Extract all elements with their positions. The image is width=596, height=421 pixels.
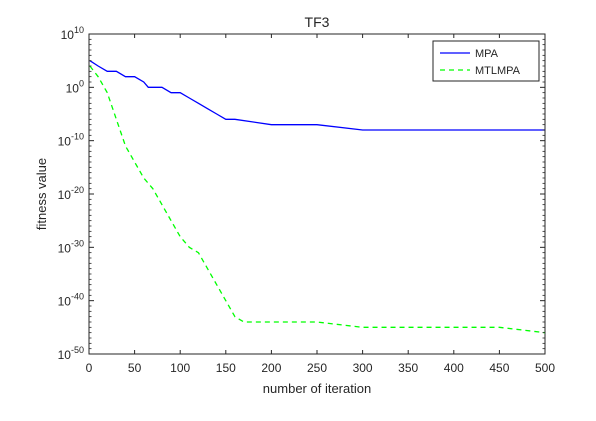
x-tick-label: 0 <box>86 361 93 375</box>
x-tick-label: 500 <box>535 361 555 375</box>
y-tick-label: 10-30 <box>58 238 84 255</box>
x-tick-label: 150 <box>216 361 236 375</box>
x-tick-label: 200 <box>261 361 281 375</box>
series-line-mpa <box>89 60 545 131</box>
series-layer <box>89 60 546 334</box>
series-line-mtlmpa <box>89 65 546 334</box>
legend-box <box>432 40 540 82</box>
y-tick-label: 10-10 <box>58 132 84 149</box>
legend: MPA MTLMPA <box>432 40 540 82</box>
axes-box <box>88 33 546 355</box>
x-axis-label: number of iteration <box>263 381 371 396</box>
y-tick-label: 10-20 <box>58 185 84 202</box>
y-tick-label: 10-40 <box>58 292 84 309</box>
x-tick-label: 350 <box>398 361 418 375</box>
x-tick-label: 400 <box>444 361 464 375</box>
x-tick-label: 450 <box>489 361 509 375</box>
plot-area: 0 50 100 150 200 250 300 350 400 450 500 1010 100 10-… <box>58 25 556 375</box>
x-tick-label: 100 <box>170 361 190 375</box>
chart-title: TF3 <box>305 14 330 30</box>
y-axis-label: fitness value <box>34 158 49 230</box>
x-tick-label: 300 <box>353 361 373 375</box>
x-tick-label: 250 <box>307 361 327 375</box>
legend-label-mpa: MPA <box>475 48 499 60</box>
y-tick-label: 10-50 <box>58 345 84 362</box>
y-tick-label: 1010 <box>61 25 84 42</box>
tick-layer: 0 50 100 150 200 250 300 350 400 450 500 1010 100 10-… <box>58 25 556 375</box>
x-tick-label: 50 <box>128 361 142 375</box>
y-tick-label: 100 <box>66 78 84 95</box>
legend-label-mtlmpa: MTLMPA <box>475 65 521 77</box>
